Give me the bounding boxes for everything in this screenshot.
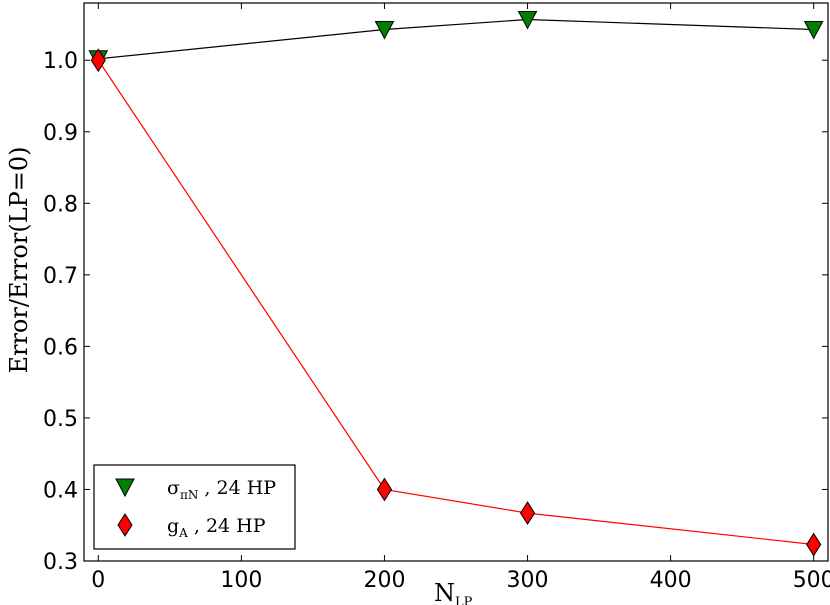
- legend-label-main: g: [167, 515, 179, 537]
- legend-label-sub: πN: [180, 488, 198, 502]
- series-0-point: [374, 20, 395, 40]
- x-tick-label: 400: [650, 568, 692, 593]
- series-1-point: [806, 532, 822, 557]
- plot-frame: [83, 2, 829, 562]
- y-tick-label: 0.3: [43, 550, 78, 575]
- x-tick-label: 0: [91, 568, 105, 593]
- y-tick-label: 0.5: [43, 407, 78, 432]
- y-tick-label: 0.6: [43, 335, 78, 360]
- legend-marker-1: [117, 513, 133, 537]
- plot-area: [88, 10, 824, 557]
- series-1-line: [97, 59, 814, 546]
- x-axis-label: NLP: [434, 579, 473, 605]
- legend-label-rest: , 24 HP: [198, 477, 276, 499]
- y-axis-label: Error/Error(LP=0): [5, 146, 33, 373]
- y-tick-label: 0.7: [43, 264, 78, 289]
- legend-label-rest: , 24 HP: [188, 515, 266, 537]
- series-1-point: [376, 477, 393, 502]
- x-axis-label-sub: LP: [455, 595, 473, 605]
- series-1-point: [519, 501, 536, 526]
- y-tick-label: 1.0: [43, 49, 78, 74]
- y-tick-label: 0.8: [43, 192, 78, 217]
- series-0-point: [803, 20, 824, 40]
- legend-label-0: σπN , 24 HP: [167, 477, 276, 502]
- x-tick-label: 500: [793, 568, 830, 593]
- y-tick-label: 0.9: [43, 121, 78, 146]
- legend-marker-0: [115, 478, 135, 498]
- x-tick-label: 100: [220, 568, 262, 593]
- x-tick-label: 200: [363, 568, 405, 593]
- legend-label-1: gA , 24 HP: [167, 515, 266, 540]
- legend-label-sub: A: [178, 526, 188, 540]
- legend-label-main: σ: [167, 477, 180, 499]
- axes: 0 100 200 300 400 500 0.3 0.4 0.5 0.6 0.7 0.8 0.9 1.0…: [5, 2, 830, 605]
- series-0-point: [517, 10, 538, 30]
- y-tick-label: 0.4: [43, 478, 78, 503]
- series-0-line: [98, 18, 814, 60]
- x-axis-label-main: N: [434, 579, 455, 605]
- x-tick-label: 300: [507, 568, 549, 593]
- series-1-point: [90, 48, 106, 73]
